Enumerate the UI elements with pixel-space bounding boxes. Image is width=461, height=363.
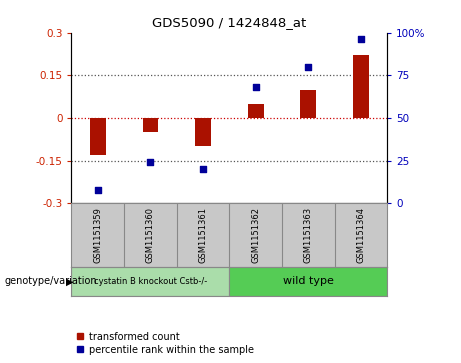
Text: GSM1151361: GSM1151361 <box>199 207 207 263</box>
Text: ▶: ▶ <box>66 276 73 286</box>
Title: GDS5090 / 1424848_at: GDS5090 / 1424848_at <box>152 16 307 29</box>
Bar <box>353 56 369 118</box>
Text: genotype/variation: genotype/variation <box>5 276 97 286</box>
Point <box>199 166 207 172</box>
Legend: transformed count, percentile rank within the sample: transformed count, percentile rank withi… <box>77 331 254 355</box>
Text: GSM1151362: GSM1151362 <box>251 207 260 263</box>
Point <box>305 64 312 70</box>
Text: cystatin B knockout Cstb-/-: cystatin B knockout Cstb-/- <box>94 277 207 286</box>
Bar <box>301 90 316 118</box>
Bar <box>248 104 264 118</box>
Text: wild type: wild type <box>283 276 334 286</box>
Bar <box>142 118 158 132</box>
Point <box>147 159 154 165</box>
Bar <box>195 118 211 146</box>
Text: GSM1151363: GSM1151363 <box>304 207 313 263</box>
Bar <box>229 267 387 296</box>
Point <box>252 84 260 90</box>
Text: GSM1151360: GSM1151360 <box>146 207 155 263</box>
Text: GSM1151359: GSM1151359 <box>93 207 102 263</box>
Text: GSM1151364: GSM1151364 <box>356 207 366 263</box>
Bar <box>90 118 106 155</box>
Point <box>94 187 101 192</box>
Point <box>357 37 365 42</box>
Bar <box>71 267 230 296</box>
